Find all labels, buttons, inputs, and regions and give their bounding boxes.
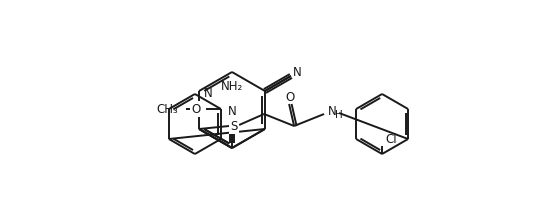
Text: Cl: Cl	[385, 132, 397, 145]
Text: N: N	[227, 104, 237, 117]
Text: CH₃: CH₃	[156, 103, 178, 116]
Text: N: N	[293, 66, 301, 79]
Text: NH₂: NH₂	[221, 79, 243, 92]
Text: O: O	[192, 103, 201, 116]
Text: H: H	[335, 110, 343, 120]
Text: N: N	[204, 86, 213, 99]
Text: N: N	[328, 104, 337, 117]
Text: S: S	[230, 119, 238, 132]
Text: O: O	[286, 90, 295, 103]
